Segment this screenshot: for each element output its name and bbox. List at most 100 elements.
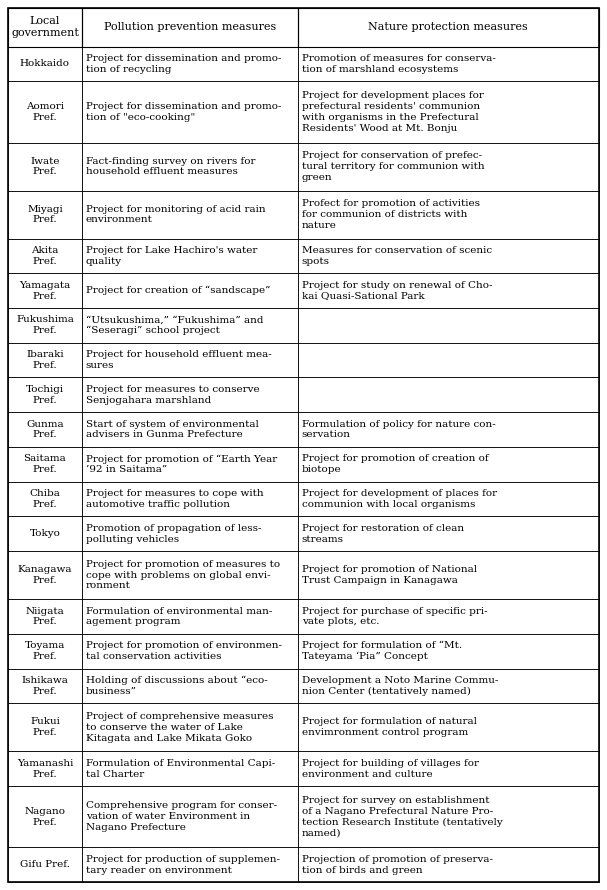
Bar [82,703,297,751]
Bar [297,551,599,599]
Bar [297,273,599,308]
Bar [8,273,82,308]
Text: Niigata
Pref.: Niigata Pref. [25,607,64,627]
Text: “Utsukushima,” “Fukushima” and
“Seseragi” school project: “Utsukushima,” “Fukushima” and “Seseragi… [86,315,263,336]
Bar [8,751,82,786]
Bar [8,343,82,377]
Bar [297,46,599,81]
Text: Iwate
Pref.: Iwate Pref. [30,157,59,176]
Text: Project for conservation of prefec-
tural territory for communion with
green: Project for conservation of prefec- tura… [302,151,484,182]
Text: Pollution prevention measures: Pollution prevention measures [104,22,276,32]
Bar [8,239,82,273]
Text: Promotion of measures for conserva-
tion of marshland ecosystems: Promotion of measures for conserva- tion… [302,54,495,74]
Text: Start of system of environmental
advisers in Gunma Prefecture: Start of system of environmental adviser… [86,420,259,440]
Bar [8,8,82,46]
Bar [297,412,599,447]
Text: Tochigi
Pref.: Tochigi Pref. [26,385,64,405]
Bar [82,377,297,412]
Bar [297,751,599,786]
Bar [82,516,297,551]
Text: Saitama
Pref.: Saitama Pref. [24,455,66,474]
Text: Project for dissemination and promo-
tion of "eco-cooking": Project for dissemination and promo- tio… [86,102,282,122]
Text: Aomori
Pref.: Aomori Pref. [26,102,64,122]
Bar [297,703,599,751]
Bar [8,551,82,599]
Bar [297,668,599,703]
Text: Project for promotion of measures to
cope with problems on global envi-
ronment: Project for promotion of measures to cop… [86,560,280,590]
Bar [8,599,82,634]
Bar [297,447,599,481]
Text: Kanagawa
Pref.: Kanagawa Pref. [18,565,72,585]
Text: Project for restoration of clean
streams: Project for restoration of clean streams [302,524,464,544]
Bar [297,190,599,239]
Text: Project of comprehensive measures
to conserve the water of Lake
Kitagata and Lak: Project of comprehensive measures to con… [86,712,273,742]
Text: Hokkaido: Hokkaido [20,60,70,69]
Bar [297,516,599,551]
Text: Projection of promotion of preserva-
tion of birds and green: Projection of promotion of preserva- tio… [302,854,493,875]
Text: Project for creation of “sandscape”: Project for creation of “sandscape” [86,286,270,295]
Text: Project for monitoring of acid rain
environment: Project for monitoring of acid rain envi… [86,205,265,224]
Bar [82,751,297,786]
Text: Gunma
Pref.: Gunma Pref. [26,420,64,440]
Bar [297,481,599,516]
Bar [8,412,82,447]
Bar [8,516,82,551]
Text: Project for formulation of “Mt.
Tateyama ‘Pia” Concept: Project for formulation of “Mt. Tateyama… [302,641,462,661]
Bar [82,847,297,882]
Text: Toyama
Pref.: Toyama Pref. [25,642,65,661]
Bar [297,847,599,882]
Bar [8,634,82,668]
Text: Project for promotion of National
Trust Campaign in Kanagawa: Project for promotion of National Trust … [302,565,476,585]
Text: Fukushima
Pref.: Fukushima Pref. [16,315,74,336]
Bar [82,481,297,516]
Bar [297,8,599,46]
Bar [8,668,82,703]
Text: Project for purchase of specific pri-
vate plots, etc.: Project for purchase of specific pri- va… [302,607,487,627]
Text: Chiba
Pref.: Chiba Pref. [30,490,60,509]
Text: Project for promotion of environmen-
tal conservation activities: Project for promotion of environmen- tal… [86,642,282,661]
Text: Project for Lake Hachiro's water
quality: Project for Lake Hachiro's water quality [86,246,257,266]
Text: Tokyo: Tokyo [30,530,60,538]
Text: Promotion of propagation of less-
polluting vehicles: Promotion of propagation of less- pollut… [86,524,262,544]
Text: Formulation of policy for nature con-
servation: Formulation of policy for nature con- se… [302,420,495,440]
Text: Project for promotion of creation of
biotope: Project for promotion of creation of bio… [302,455,488,474]
Bar [82,81,297,142]
Text: Project for measures to cope with
automotive traffic pollution: Project for measures to cope with automo… [86,490,263,509]
Text: Yamanashi
Pref.: Yamanashi Pref. [17,759,73,779]
Text: Formulation of Environmental Capi-
tal Charter: Formulation of Environmental Capi- tal C… [86,759,275,779]
Bar [8,142,82,190]
Text: Project for household effluent mea-
sures: Project for household effluent mea- sure… [86,351,271,370]
Text: Project for production of supplemen-
tary reader on environment: Project for production of supplemen- tar… [86,854,280,875]
Text: Project for measures to conserve
Senjogahara marshland: Project for measures to conserve Senjoga… [86,385,260,405]
Bar [297,634,599,668]
Text: Fact-finding survey on rivers for
household effluent measures: Fact-finding survey on rivers for househ… [86,157,256,176]
Text: Formulation of environmental man-
agement program: Formulation of environmental man- agemen… [86,607,273,627]
Bar [82,412,297,447]
Text: Comprehensive program for conser-
vation of water Environment in
Nagano Prefectu: Comprehensive program for conser- vation… [86,801,277,832]
Bar [297,343,599,377]
Bar [82,308,297,343]
Bar [82,786,297,847]
Text: Ibaraki
Pref.: Ibaraki Pref. [26,351,64,370]
Bar [8,703,82,751]
Bar [8,190,82,239]
Text: Measures for conservation of scenic
spots: Measures for conservation of scenic spot… [302,246,492,266]
Bar [82,668,297,703]
Bar [82,273,297,308]
Bar [82,634,297,668]
Bar [8,46,82,81]
Bar [8,447,82,481]
Text: Project for study on renewal of Cho-
kai Quasi-Sational Park: Project for study on renewal of Cho- kai… [302,280,492,301]
Text: Fukui
Pref.: Fukui Pref. [30,717,60,737]
Bar [297,786,599,847]
Text: Project for dissemination and promo-
tion of recycling: Project for dissemination and promo- tio… [86,54,282,74]
Bar [82,343,297,377]
Text: Nature protection measures: Nature protection measures [368,22,528,32]
Bar [82,8,297,46]
Text: Local
government: Local government [11,16,79,38]
Text: Yamagata
Pref.: Yamagata Pref. [19,280,70,301]
Text: Ishikawa
Pref.: Ishikawa Pref. [21,676,69,696]
Text: Miyagi
Pref.: Miyagi Pref. [27,205,63,224]
Bar [297,239,599,273]
Bar [297,142,599,190]
